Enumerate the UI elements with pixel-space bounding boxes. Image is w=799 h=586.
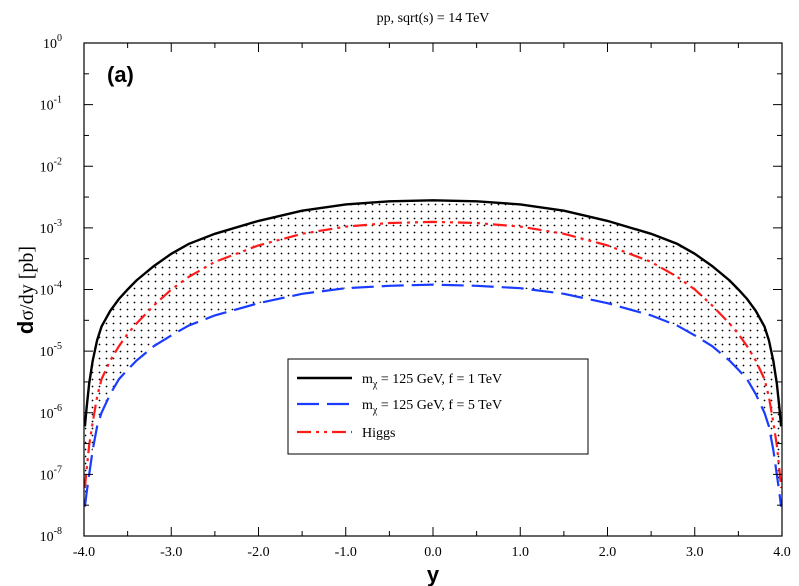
- x-tick-label: -2.0: [247, 545, 269, 560]
- shaded-band: [84, 200, 782, 507]
- y-tick-label: 10-4: [40, 280, 62, 299]
- x-tick-label: -1.0: [335, 545, 357, 560]
- x-tick-label: -4.0: [73, 545, 95, 560]
- legend-label-1: mχ = 125 GeV, f = 5 TeV: [362, 398, 502, 416]
- series-layer: [84, 199, 782, 507]
- y-tick-label: 10-5: [40, 341, 62, 360]
- legend-label-0: mχ = 125 GeV, f = 1 TeV: [362, 372, 502, 390]
- y-tick-label: 10-3: [40, 218, 62, 237]
- y-tick-label: 10-7: [40, 464, 62, 483]
- series-line-2: [84, 220, 782, 489]
- legend-box: [287, 358, 589, 455]
- y-tick-label: 10-2: [40, 156, 62, 175]
- series-line-1: [84, 283, 782, 507]
- x-axis: -4.0 -3.0 -2.0 -1.0 0.0 1.0 2.0 3.0 4.0: [73, 43, 791, 560]
- legend-label-2: Higgs: [362, 426, 395, 441]
- x-axis-label: y: [427, 562, 440, 586]
- shaded-band-layer: [84, 200, 782, 507]
- x-tick-label: 2.0: [599, 545, 617, 560]
- x-tick-label: 1.0: [512, 545, 530, 560]
- legend-entries: mχ = 125 GeV, f = 1 TeV mχ = 125 GeV, f =…: [297, 372, 502, 441]
- y-axis: 10-8 10-7 10-6 10-5 10-4 10-3 10-2 10-1 100: [40, 33, 782, 545]
- x-tick-label: 3.0: [686, 545, 704, 560]
- chart-title: pp, sqrt(s) = 14 TeV: [377, 11, 490, 26]
- y-axis-label: dσ/dy [pb]: [13, 246, 38, 334]
- y-tick-label: 10-1: [40, 95, 62, 114]
- y-tick-label: 10-8: [40, 526, 62, 545]
- x-tick-label: 4.0: [773, 545, 791, 560]
- y-tick-label: 100: [43, 33, 62, 52]
- x-tick-label: -3.0: [160, 545, 182, 560]
- x-tick-label: 0.0: [424, 545, 442, 560]
- legend: mχ = 125 GeV, f = 1 TeV mχ = 125 GeV, f =…: [287, 358, 589, 455]
- panel-label: (a): [107, 62, 134, 87]
- series-line-0: [84, 199, 782, 427]
- y-tick-label: 10-6: [40, 403, 62, 422]
